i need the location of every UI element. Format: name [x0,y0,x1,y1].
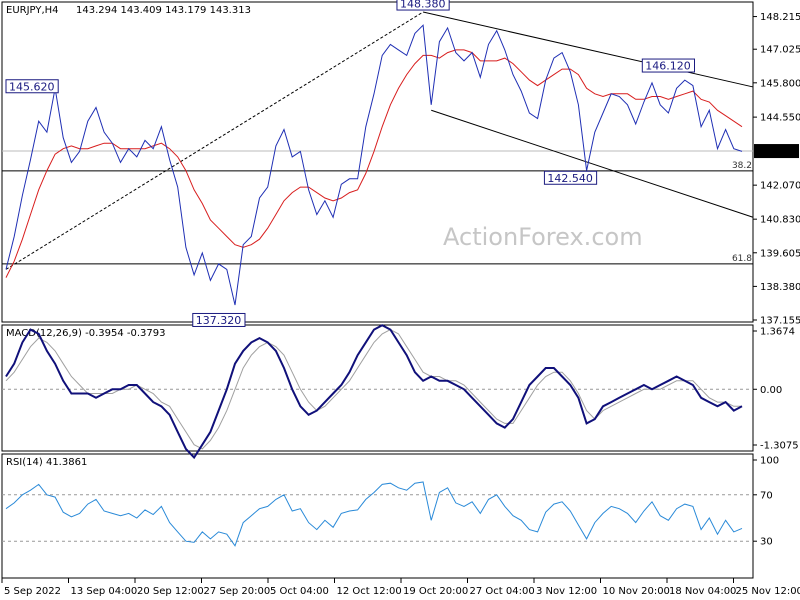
price-axis-label: 138.380 [760,282,800,293]
macd-axis-label: 1.3674 [760,327,795,338]
price-axis-label: 144.550 [760,113,800,124]
time-axis-label: 3 Nov 12:00 [536,586,597,597]
time-axis-label: 5 Sep 2022 [4,586,61,597]
rsi-axis-label: 70 [760,490,773,501]
current-price-box [754,144,799,159]
rsi-axis-label: 100 [760,456,779,467]
macd-panel [1,324,754,452]
channel-lower-line [431,109,754,218]
price-callout-label: 146.120 [645,60,691,73]
time-axis-label: 10 Nov 20:00 [603,586,670,597]
fib-level-label: 61.8 [732,254,752,264]
time-axis-label: 25 Nov 12:00 [736,586,800,597]
price-axis-label: 145.800 [760,78,800,89]
time-axis-label: 13 Sep 04:00 [71,586,138,597]
time-axis-label: 19 Oct 20:00 [403,586,468,597]
price-axis-label: 147.025 [760,45,800,56]
axis-layer: 148.215 147.025 145.800 144.550 142.070 140.8… [1,12,800,597]
price-callout-box [192,312,246,327]
trend-dotted-line [5,11,424,270]
rsi-layer [2,481,753,547]
time-axis-label: 12 Oct 12:00 [337,586,402,597]
time-axis-label: 20 Sep 12:00 [137,586,204,597]
price-axis-label: 148.215 [760,12,800,23]
price-axis-label: 139.605 [760,248,800,259]
time-axis-label: 27 Sep 20:00 [204,586,271,597]
price-layer: 38.2 61.8 148.380 145.620 137.320 146.120 142.… [2,0,754,327]
price-callout-box [5,79,59,94]
symbol-label: EURJPY,H4 [6,5,59,16]
macd-line [5,324,743,460]
channel-upper-line [422,11,754,88]
fib-level-label: 38.2 [732,161,752,171]
price-callout-label: 142.540 [547,172,593,185]
watermark: ActionForex.com [443,223,643,251]
price-axis-label: 140.830 [760,215,800,226]
macd-axis-label: -1.3075 [760,441,799,452]
time-axis-label: 18 Nov 04:00 [669,586,736,597]
price-panel [1,1,754,323]
rsi-panel [1,453,754,579]
macd-signal-line [5,329,742,450]
time-axis-label: 5 Oct 04:00 [270,586,329,597]
macd-layer [2,324,753,460]
price-callout-label: 148.380 [400,0,446,11]
price-callout-label: 137.320 [196,314,242,327]
macd-label: MACD(12,26,9) -0.3954 -0.3793 [6,328,166,339]
price-axis-label: 142.070 [760,181,800,192]
price-callout-box [641,58,695,73]
rsi-axis-label: 30 [760,537,773,548]
price-callout-label: 145.620 [9,80,55,93]
price-callout-box [396,0,450,11]
rsi-line [5,481,743,547]
macd-axis-label: 0.00 [760,385,782,396]
current-price-label: 143.313 [758,147,799,158]
price-callout-box [543,170,598,185]
price-line [5,24,743,306]
rsi-label: RSI(14) 41.3861 [6,457,87,468]
time-axis-label: 27 Oct 04:00 [470,586,535,597]
ohlc-readout: 143.294 143.409 143.179 143.313 [76,5,251,16]
price-axis-label: 137.155 [760,316,800,327]
